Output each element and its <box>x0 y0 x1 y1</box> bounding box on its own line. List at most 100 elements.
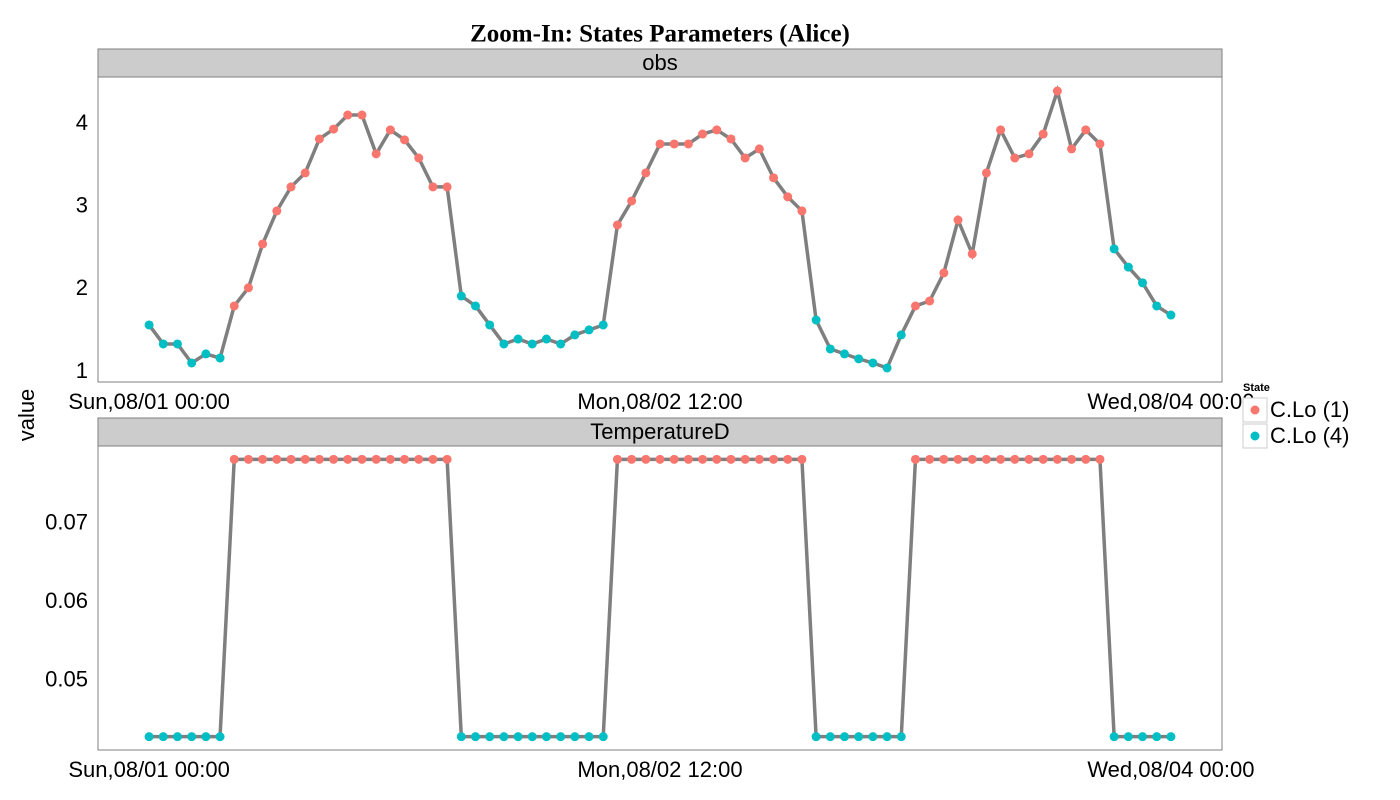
point <box>655 454 665 464</box>
point <box>541 334 551 344</box>
point <box>1095 139 1105 149</box>
point <box>669 139 679 149</box>
point <box>144 320 154 330</box>
point <box>953 454 963 464</box>
point <box>797 206 807 216</box>
point <box>570 330 580 340</box>
point <box>442 454 452 464</box>
point <box>158 339 168 349</box>
point <box>258 239 268 249</box>
point <box>158 732 168 742</box>
point <box>627 454 637 464</box>
x-tick-label: Mon,08/02 12:00 <box>577 389 742 414</box>
point <box>343 454 353 464</box>
point <box>187 358 197 368</box>
y-tick-label: 0.07 <box>45 510 88 535</box>
point <box>300 454 310 464</box>
point <box>598 732 608 742</box>
point <box>1067 454 1077 464</box>
point <box>1138 278 1148 288</box>
point <box>556 339 566 349</box>
point <box>456 291 466 301</box>
point <box>811 315 821 325</box>
point <box>1123 262 1133 272</box>
point <box>726 454 736 464</box>
point <box>201 732 211 742</box>
point <box>414 454 424 464</box>
x-tick-label: Sun,08/01 00:00 <box>68 757 229 782</box>
point <box>400 454 410 464</box>
point <box>286 454 296 464</box>
point <box>357 454 367 464</box>
point <box>925 454 935 464</box>
point <box>286 182 296 192</box>
point <box>1081 125 1091 135</box>
point <box>854 732 864 742</box>
point <box>1109 732 1119 742</box>
point <box>215 353 225 363</box>
point <box>967 454 977 464</box>
point <box>740 454 750 464</box>
point <box>783 192 793 202</box>
point <box>400 135 410 145</box>
point <box>385 454 395 464</box>
legend-marker <box>1250 405 1260 415</box>
point <box>1152 732 1162 742</box>
point <box>172 732 182 742</box>
point <box>329 124 339 134</box>
point <box>683 454 693 464</box>
point <box>1052 454 1062 464</box>
point <box>669 454 679 464</box>
point <box>371 149 381 159</box>
point <box>1109 244 1119 254</box>
point <box>598 320 608 330</box>
strip-label: obs <box>642 50 677 75</box>
point <box>655 139 665 149</box>
point <box>428 182 438 192</box>
point <box>172 339 182 349</box>
point <box>1010 454 1020 464</box>
point <box>641 168 651 178</box>
point <box>144 732 154 742</box>
point <box>854 354 864 364</box>
x-tick-label: Sun,08/01 00:00 <box>68 389 229 414</box>
point <box>243 454 253 464</box>
chart-title: Zoom-In: States Parameters (Alice) <box>470 21 850 48</box>
point <box>243 283 253 293</box>
point <box>612 220 622 230</box>
point <box>1123 732 1133 742</box>
point <box>343 110 353 120</box>
x-tick-label: Wed,08/04 00:00 <box>1087 757 1254 782</box>
point <box>896 330 906 340</box>
x-tick-label: Wed,08/04 00:00 <box>1087 389 1254 414</box>
point <box>300 168 310 178</box>
point <box>1166 732 1176 742</box>
point <box>485 320 495 330</box>
point <box>726 134 736 144</box>
point <box>996 454 1006 464</box>
point <box>740 153 750 163</box>
point <box>1067 144 1077 154</box>
point <box>201 349 211 359</box>
point <box>1166 310 1176 320</box>
point <box>357 110 367 120</box>
point <box>385 125 395 135</box>
point <box>1010 153 1020 163</box>
point <box>839 349 849 359</box>
point <box>783 454 793 464</box>
legend-label: C.Lo (1) <box>1270 397 1349 422</box>
panel <box>97 445 1223 751</box>
point <box>215 732 225 742</box>
point <box>272 454 282 464</box>
point <box>698 454 708 464</box>
point <box>896 732 906 742</box>
y-tick-label: 1 <box>76 358 88 383</box>
point <box>527 732 537 742</box>
point <box>910 301 920 311</box>
point <box>939 268 949 278</box>
point <box>1052 86 1062 96</box>
point <box>769 454 779 464</box>
point <box>1024 454 1034 464</box>
legend-title: State <box>1243 382 1270 394</box>
